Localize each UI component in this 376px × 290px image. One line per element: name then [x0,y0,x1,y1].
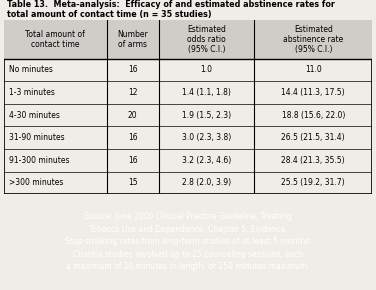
Text: Number
of arms: Number of arms [117,30,148,49]
Text: Source: June 2000 Clinical Practice Guideline, Treating
Tobacco Use and Dependen: Source: June 2000 Clinical Practice Guid… [65,212,311,271]
Text: 12: 12 [128,88,138,97]
Text: 26.5 (21.5, 31.4): 26.5 (21.5, 31.4) [282,133,345,142]
Text: >300 minutes: >300 minutes [9,178,64,188]
Text: Table 13.  Meta-analysis:  Efficacy of and estimated abstinence rates for
total : Table 13. Meta-analysis: Efficacy of and… [8,0,335,19]
Text: 3.2 (2.3, 4.6): 3.2 (2.3, 4.6) [182,156,231,165]
Text: 18.8 (15.6, 22.0): 18.8 (15.6, 22.0) [282,110,345,120]
Text: 14.4 (11.3, 17.5): 14.4 (11.3, 17.5) [282,88,345,97]
Text: 1-3 minutes: 1-3 minutes [9,88,55,97]
Text: Estimated
odds ratio
(95% C.I.): Estimated odds ratio (95% C.I.) [187,25,226,54]
Text: 16: 16 [128,156,138,165]
Text: 20: 20 [128,110,138,120]
Text: 3.0 (2.3, 3.8): 3.0 (2.3, 3.8) [182,133,231,142]
Text: 1.4 (1.1, 1.8): 1.4 (1.1, 1.8) [182,88,231,97]
Text: 1.9 (1.5, 2.3): 1.9 (1.5, 2.3) [182,110,231,120]
Text: Estimated
abstinence rate
(95% C.I.): Estimated abstinence rate (95% C.I.) [283,25,343,54]
Text: 25.5 (19.2, 31.7): 25.5 (19.2, 31.7) [282,178,345,188]
Text: Total amount of
contact time: Total amount of contact time [26,30,85,49]
Text: 28.4 (21.3, 35.5): 28.4 (21.3, 35.5) [282,156,345,165]
Text: 11.0: 11.0 [305,65,321,75]
Bar [4,20,372,59]
Text: 16: 16 [128,133,138,142]
Text: No minutes: No minutes [9,65,53,75]
Text: 2.8 (2.0, 3.9): 2.8 (2.0, 3.9) [182,178,231,188]
Text: 1.0: 1.0 [200,65,212,75]
Text: 15: 15 [128,178,138,188]
Text: 16: 16 [128,65,138,75]
Text: 4-30 minutes: 4-30 minutes [9,110,60,120]
Text: 91-300 minutes: 91-300 minutes [9,156,70,165]
Text: 31-90 minutes: 31-90 minutes [9,133,65,142]
